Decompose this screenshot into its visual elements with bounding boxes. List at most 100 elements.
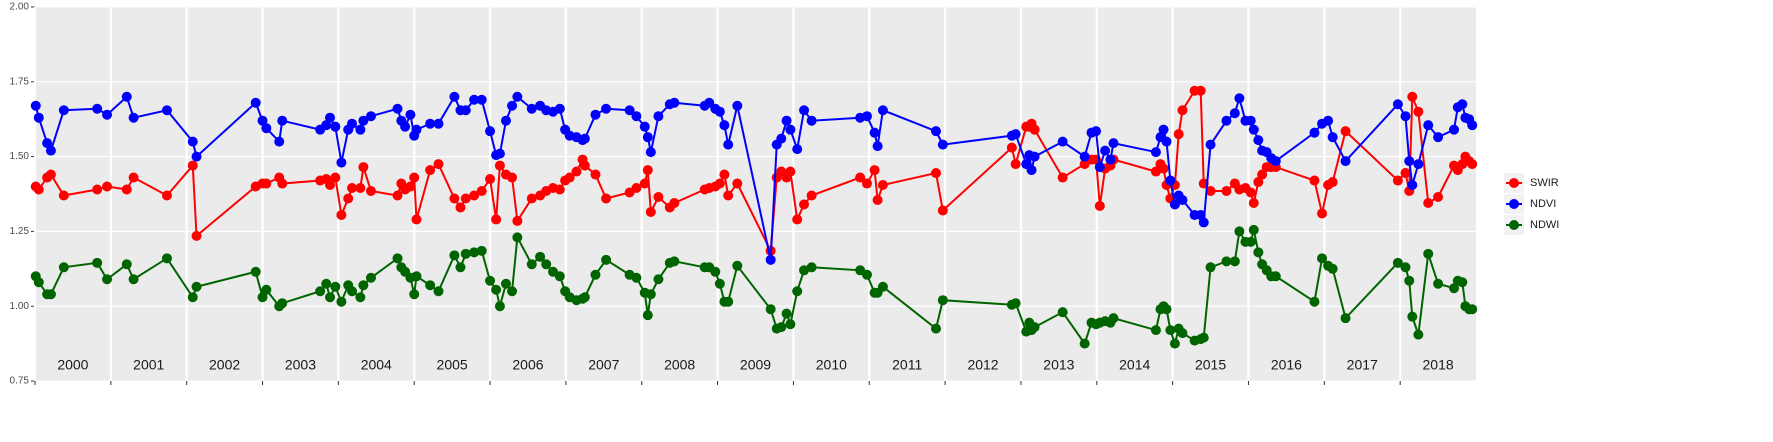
year-label: 2018	[1423, 357, 1454, 373]
data-point	[653, 191, 664, 202]
data-point	[1079, 151, 1090, 162]
data-point	[476, 245, 487, 256]
data-point	[1340, 313, 1351, 324]
data-point	[405, 181, 416, 192]
year-label: 2008	[664, 357, 695, 373]
data-point	[1108, 313, 1119, 324]
data-point	[274, 136, 285, 147]
year-label: 2005	[437, 357, 468, 373]
data-point	[765, 304, 776, 315]
data-point	[494, 148, 505, 159]
data-point	[1253, 177, 1264, 188]
data-point	[33, 184, 44, 195]
data-point	[1433, 132, 1444, 143]
data-point	[1198, 332, 1209, 343]
data-point	[719, 120, 730, 131]
data-point	[1158, 124, 1169, 135]
data-point	[392, 253, 403, 264]
data-point	[347, 286, 358, 297]
data-point	[102, 109, 113, 120]
data-point	[601, 254, 612, 265]
data-point	[392, 103, 403, 114]
data-point	[400, 121, 411, 132]
data-point	[512, 232, 523, 243]
data-point	[1161, 136, 1172, 147]
data-point	[261, 284, 272, 295]
data-point	[554, 103, 565, 114]
data-point	[425, 165, 436, 176]
data-point	[1158, 163, 1169, 174]
data-point	[1413, 106, 1424, 117]
data-point	[714, 178, 725, 189]
data-point	[806, 262, 817, 273]
legend-key-point	[1509, 178, 1519, 188]
data-point	[872, 194, 883, 205]
data-point	[433, 159, 444, 170]
data-point	[1327, 132, 1338, 143]
year-label: 2016	[1271, 357, 1302, 373]
data-point	[277, 115, 288, 126]
data-point	[409, 172, 420, 183]
data-point	[1094, 200, 1105, 211]
data-point	[723, 139, 734, 150]
legend-label: NDVI	[1530, 198, 1556, 210]
data-point	[1205, 186, 1216, 197]
data-point	[315, 286, 326, 297]
data-point	[535, 251, 546, 262]
data-point	[732, 260, 743, 271]
data-point	[1245, 115, 1256, 126]
data-point	[855, 172, 866, 183]
data-point	[781, 115, 792, 126]
data-point	[1327, 177, 1338, 188]
data-point	[877, 281, 888, 292]
data-point	[1165, 325, 1176, 336]
data-point	[1150, 147, 1161, 158]
y-tick-label: 2.00	[10, 2, 30, 13]
data-point	[931, 323, 942, 334]
year-label: 2017	[1347, 357, 1378, 373]
data-point	[460, 105, 471, 116]
data-point	[1340, 126, 1351, 137]
data-point	[1253, 135, 1264, 146]
data-point	[1317, 208, 1328, 219]
data-point	[1094, 162, 1105, 173]
data-point	[554, 271, 565, 282]
data-point	[512, 215, 523, 226]
data-point	[336, 296, 347, 307]
year-label: 2012	[967, 357, 998, 373]
data-point	[590, 169, 601, 180]
data-point	[601, 103, 612, 114]
data-point	[554, 184, 565, 195]
data-point	[1423, 197, 1434, 208]
data-point	[861, 111, 872, 122]
data-point	[1400, 262, 1411, 273]
data-point	[714, 106, 725, 117]
labels: 2.00 1.75 1.50 1.25 1.00 0.75 2000 2001 2002 2003…	[10, 2, 1454, 387]
data-point	[872, 141, 883, 152]
data-point	[102, 274, 113, 285]
y-tick-label: 1.75	[10, 76, 30, 87]
data-point	[541, 259, 552, 270]
data-point	[460, 193, 471, 204]
data-point	[931, 168, 942, 179]
data-point	[877, 180, 888, 191]
year-label: 2014	[1119, 357, 1150, 373]
data-point	[161, 105, 172, 116]
data-point	[261, 123, 272, 134]
data-point	[1205, 139, 1216, 150]
data-point	[869, 165, 880, 176]
data-point	[642, 165, 653, 176]
data-point	[631, 111, 642, 122]
data-point	[392, 190, 403, 201]
data-point	[869, 127, 880, 138]
data-point	[336, 209, 347, 220]
data-point	[1245, 187, 1256, 198]
data-point	[1433, 191, 1444, 202]
y-tick-label: 1.25	[10, 226, 30, 237]
year-label: 2007	[588, 357, 619, 373]
data-point	[257, 292, 268, 303]
data-point	[1205, 262, 1216, 273]
data-point	[1010, 298, 1021, 309]
data-point	[1105, 154, 1116, 165]
data-point	[347, 118, 358, 129]
